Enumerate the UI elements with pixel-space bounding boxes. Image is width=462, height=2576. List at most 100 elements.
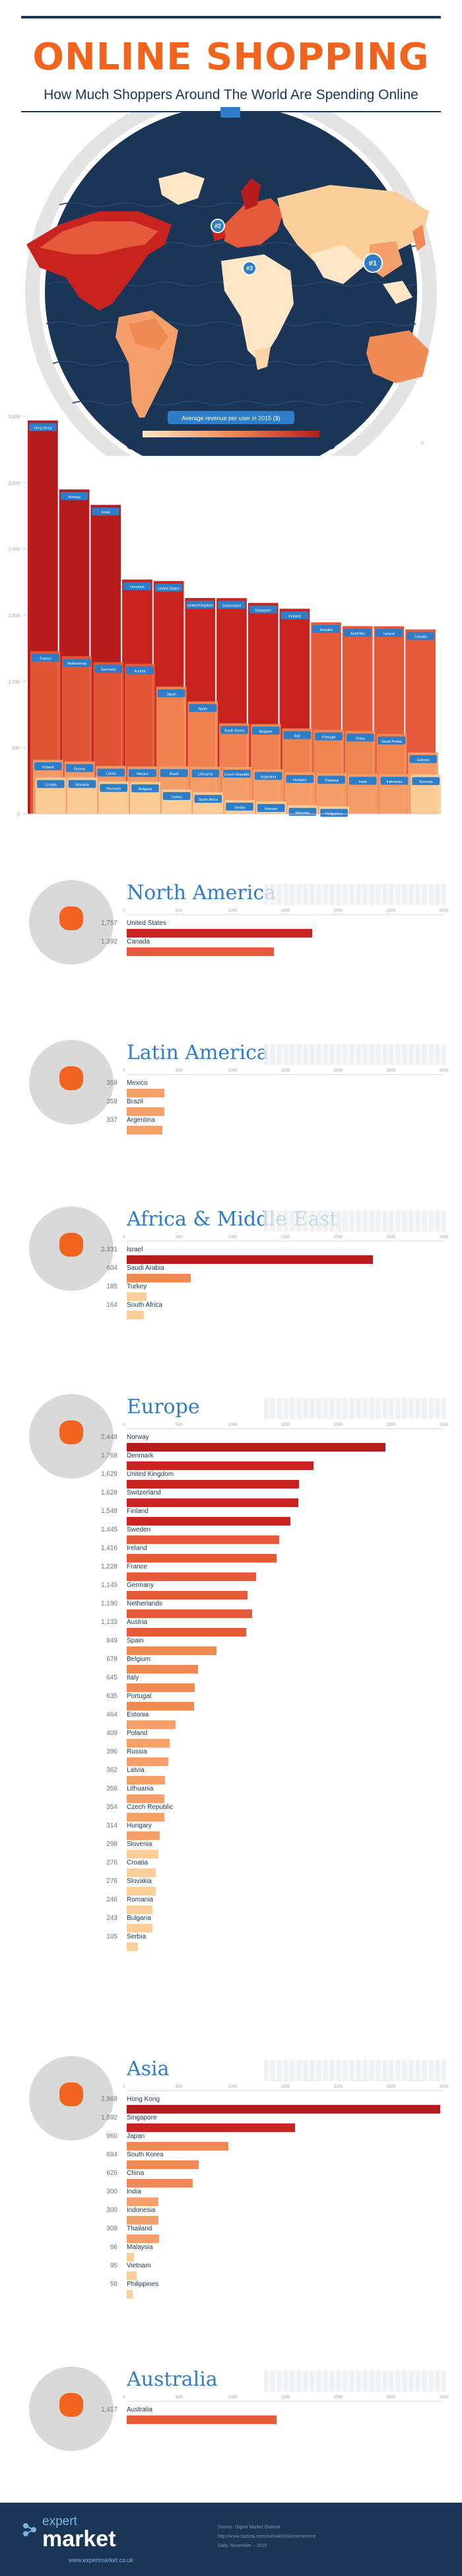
svg-text:Brazil: Brazil [170,772,179,776]
row-bar-singapore [127,2123,295,2132]
row-bar-lithuania [127,1794,164,1803]
row-label: Saudi Arabia [127,1265,164,1272]
row-label: Romania [127,1896,154,1903]
bar-label-malaysia: Malaysia [288,807,317,816]
region-row-romania: 246 Romania [0,1896,462,1915]
region-title: Asia [127,2057,170,2080]
region-australia: Australia 0 500 1000 1500 2000 2500 3000 1,417 Au… [0,2357,462,2451]
region-row-germany: 1,145 Germany [0,1582,462,1600]
row-label: Finland [127,1508,148,1515]
row-value: 645 [106,1674,117,1681]
row-label: South Korea [127,2151,164,2158]
axis-tick-label: 2000 [334,909,343,913]
bar-label-canada: Canada [407,632,434,640]
row-label: Hong Kong [127,2096,160,2103]
svg-text:Lithuania: Lithuania [198,773,213,777]
row-bar-netherlands [127,1609,253,1618]
row-bar-portugal [127,1702,194,1711]
row-bar-south-africa [127,1311,145,1319]
row-value: 1,133 [100,1619,117,1626]
row-bar-norway [127,1443,385,1452]
row-label: Portugal [127,1693,152,1700]
axis-tick-label: 2500 [387,1235,396,1239]
rank-badge-2: #2 [211,219,225,233]
svg-text:Slovakia: Slovakia [75,784,90,788]
bar-label-argentina: Argentina [254,772,282,780]
region-row-hungary: 314 Hungary [0,1822,462,1841]
svg-text:Vietnam: Vietnam [265,807,278,811]
row-value: 1,190 [100,1600,117,1607]
row-label: South Africa [127,1302,162,1309]
row-value: 1,417 [100,2406,117,2413]
row-value: 2,448 [100,1434,117,1441]
row-label: Spain [127,1637,144,1644]
svg-text:Argentina: Argentina [261,775,277,779]
y-tick-label: 2,000 [8,548,20,552]
brand-word-expert: expert [42,2515,77,2528]
row-label: Poland [127,1730,148,1737]
row-value: 358 [106,1098,117,1105]
row-value: 604 [106,1265,117,1272]
region-globe-icon [29,2367,114,2451]
bar-label-poland: Poland [34,762,62,770]
axis-tick-label: 2500 [387,2396,396,2400]
row-value: 308 [106,2225,117,2232]
region-row-austria: 1,133 Austria [0,1619,462,1637]
svg-text:United States: United States [158,587,180,591]
row-label: Australia [127,2406,152,2413]
svg-text:Serbia: Serbia [234,806,246,810]
row-value: 2,331 [100,1246,117,1253]
axis-tick-label: 2500 [387,1423,396,1427]
svg-text:Austria: Austria [134,670,146,674]
row-label: Turkey [127,1283,147,1290]
region-row-belgium: 678 Belgium [0,1656,462,1674]
region-axis-line [127,914,444,915]
row-label: Latvia [127,1767,145,1774]
bar-label-spain: Spain [189,704,217,712]
axis-tick-label: 1000 [228,1235,238,1239]
row-label: Singapore [127,2114,157,2121]
bar-label-singapore: Singapore [249,605,277,614]
row-bar-france [127,1572,257,1581]
bar-label-vietnam: Vietnam [257,803,285,812]
bar-label-serbia: Serbia [226,802,253,811]
svg-text:Russia: Russia [74,768,86,772]
region-row-france: 1,228 France [0,1563,462,1582]
bar-label-france: France [32,653,59,662]
region-row-lithuania: 356 Lithuania [0,1785,462,1804]
region-row-argentina: 337 Argentina [0,1117,462,1135]
bar-label-italy: Italy [283,731,312,739]
svg-text:Slovenia: Slovenia [419,780,434,784]
bar-label-united-states: United States [154,583,183,592]
row-bar-thailand [127,2234,160,2243]
row-value: 1,228 [100,1563,117,1570]
row-label: France [127,1563,148,1570]
row-label: Thailand [127,2225,152,2232]
svg-text:Average revenue per user in 20: Average revenue per user in 2015 ($) [182,415,280,422]
bar-label-netherlands: Netherlands [63,659,91,667]
svg-text:Saudi Arabia: Saudi Arabia [381,740,403,744]
row-value: 2,968 [100,2096,117,2103]
svg-text:#1: #1 [369,260,377,268]
row-value: 276 [106,1859,117,1866]
skyline-decoration [264,2371,446,2392]
axis-tick-label: 3000 [440,2085,449,2089]
svg-text:Estonia: Estonia [417,758,430,762]
region-row-ireland: 1,416 Ireland [0,1545,462,1563]
brand-url-link[interactable]: www.expertmarket.co.uk [69,2557,134,2563]
svg-text:Turkey: Turkey [171,795,182,799]
source-line-1: Source: Digital Market Outlook [218,2525,280,2530]
row-value: 635 [106,1693,117,1700]
svg-text:Germany: Germany [101,668,116,672]
region-row-china: 626 China [0,2170,462,2188]
row-label: China [127,2170,145,2177]
row-value: 396 [106,1748,117,1755]
svg-text:Belgium: Belgium [259,730,273,734]
rank-badge-3: #3 [242,261,257,276]
row-value: 58 [110,2281,117,2288]
row-value: 1,392 [100,938,117,945]
row-bar-philippines [127,2290,133,2299]
axis-tick-label: 0 [123,2396,125,2400]
bar-label-hungary: Hungary [286,774,314,783]
page-title: ONLINE SHOPPING [32,36,430,79]
